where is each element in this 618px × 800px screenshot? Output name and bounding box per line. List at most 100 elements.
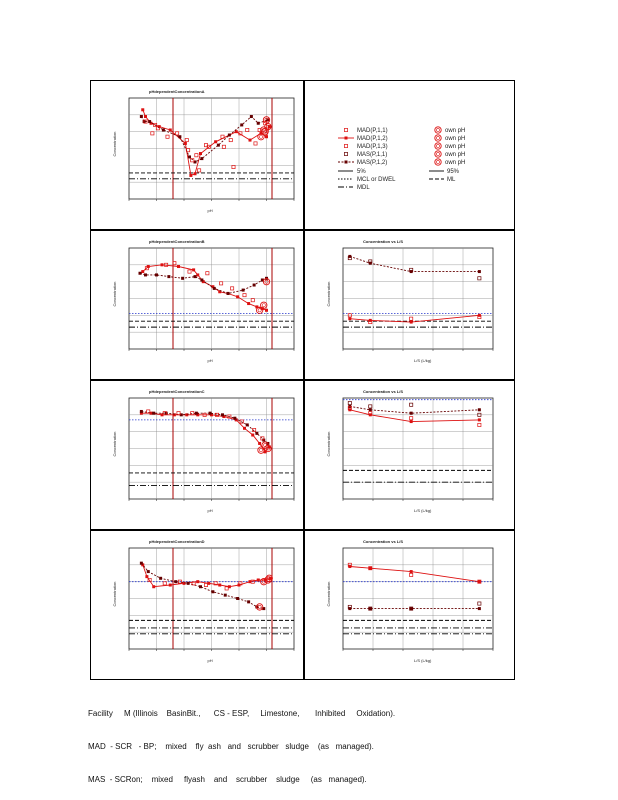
data-point — [252, 428, 257, 432]
own-ph-point — [262, 116, 271, 124]
chart-panel-row4-left: pHdependentConcentrationD pH Concentration — [90, 530, 304, 680]
data-point — [143, 119, 148, 124]
data-point — [477, 601, 482, 606]
data-point — [146, 570, 150, 574]
legend-own-ph-marker-inner — [436, 144, 440, 148]
y-axis-label: Concentration — [112, 282, 117, 307]
data-point — [192, 268, 196, 272]
own-ph-point-inner — [261, 128, 266, 132]
data-point — [409, 420, 413, 424]
legend-own-ph-label: own pH — [445, 152, 465, 158]
data-point — [265, 308, 268, 312]
data-point — [477, 276, 482, 281]
data-point — [227, 414, 232, 419]
data-point — [368, 320, 373, 325]
data-point — [231, 165, 236, 169]
own-ph-point-inner — [264, 117, 269, 122]
data-point — [245, 423, 249, 427]
data-point — [236, 597, 240, 600]
data-point — [200, 157, 204, 161]
chart-svg: Concentration vs L/S L/S (L/kg) Concentrat… — [326, 539, 494, 663]
data-point — [256, 121, 260, 125]
data-point — [152, 411, 156, 415]
data-point — [409, 411, 413, 415]
data-point — [141, 270, 145, 274]
data-point — [186, 581, 190, 585]
data-point — [409, 606, 414, 611]
data-point — [147, 578, 152, 582]
caption-line-1: Facility M (Illinois BasinBit., CS - ESP… — [88, 709, 396, 718]
data-point — [368, 566, 372, 570]
own-ph-point — [255, 603, 264, 611]
data-point — [234, 130, 238, 134]
data-point — [150, 131, 155, 136]
x-axis-label: pH — [208, 358, 213, 363]
caption-line-3: MAS - SCRon; mixed flyash and scrubber s… — [88, 775, 367, 784]
data-point — [168, 128, 172, 132]
legend-own-ph-label: own pH — [445, 144, 465, 150]
data-point — [218, 583, 222, 587]
data-point — [165, 134, 170, 139]
data-point — [139, 409, 143, 413]
data-point — [177, 579, 182, 584]
data-point — [149, 121, 153, 125]
data-point — [477, 422, 482, 427]
chart-panel-row2-right: Concentration vs L/S L/S (L/kg) Concentrat… — [304, 230, 515, 380]
x-axis-label: pH — [208, 508, 213, 513]
chart-svg: pHdependentConcentrationD pH Concentration — [112, 539, 295, 663]
legend-own-ph-label: own pH — [445, 128, 465, 134]
data-point — [204, 583, 208, 587]
data-point — [477, 579, 482, 584]
data-point — [409, 570, 413, 574]
data-point — [368, 259, 373, 264]
data-point — [409, 572, 414, 577]
data-point — [255, 305, 259, 309]
legend-label: MAD(P,1,3) — [357, 144, 388, 150]
data-point — [194, 153, 199, 158]
own-ph-point-inner — [257, 308, 262, 313]
legend-ref-label: MDL — [357, 185, 370, 191]
data-point — [222, 415, 226, 419]
data-point — [477, 270, 481, 274]
data-point — [226, 291, 230, 295]
data-point — [249, 115, 253, 119]
data-point — [477, 607, 481, 611]
data-point — [238, 131, 243, 136]
chart-svg: pHdependentConcentrationB pH Concentration — [112, 239, 295, 363]
data-point — [477, 408, 481, 412]
data-point — [172, 261, 177, 266]
chart-title: pHdependentConcentrationC — [149, 389, 205, 394]
data-point — [205, 271, 210, 276]
data-point — [174, 580, 178, 584]
data-point — [368, 566, 373, 571]
data-point — [196, 580, 200, 584]
own-ph-point-inner — [265, 124, 270, 129]
own-ph-point — [257, 446, 265, 454]
data-point — [368, 607, 372, 611]
chart-svg: Concentration vs L/S L/S (L/kg) Concentrat… — [326, 239, 494, 363]
data-point — [260, 278, 264, 282]
data-point — [256, 578, 260, 582]
legend-marker — [344, 160, 348, 164]
data-point — [347, 401, 352, 406]
data-point — [250, 579, 255, 584]
series-line-mad — [349, 409, 480, 423]
data-point — [260, 436, 265, 441]
own-ph-point — [257, 133, 265, 141]
data-point — [347, 406, 352, 411]
data-point — [223, 593, 227, 597]
data-point — [238, 581, 243, 586]
legend-marker — [344, 152, 348, 156]
legend-marker — [344, 128, 348, 132]
legend-label: MAD(P,1,1) — [357, 128, 388, 134]
chart-title: pHdependentConcentrationB — [149, 239, 205, 244]
data-point — [236, 295, 240, 299]
data-point — [409, 416, 414, 421]
y-axis-label: Concentration — [326, 432, 331, 457]
legend-panel: MAD(P,1,1) own pH MAD(P,1,2) own pH MAD(P,1,… — [304, 80, 515, 230]
data-point — [197, 168, 202, 173]
legend-label: MAD(P,1,2) — [357, 136, 388, 142]
own-ph-point-inner — [267, 576, 272, 581]
data-point — [210, 413, 213, 417]
data-point — [193, 275, 197, 279]
